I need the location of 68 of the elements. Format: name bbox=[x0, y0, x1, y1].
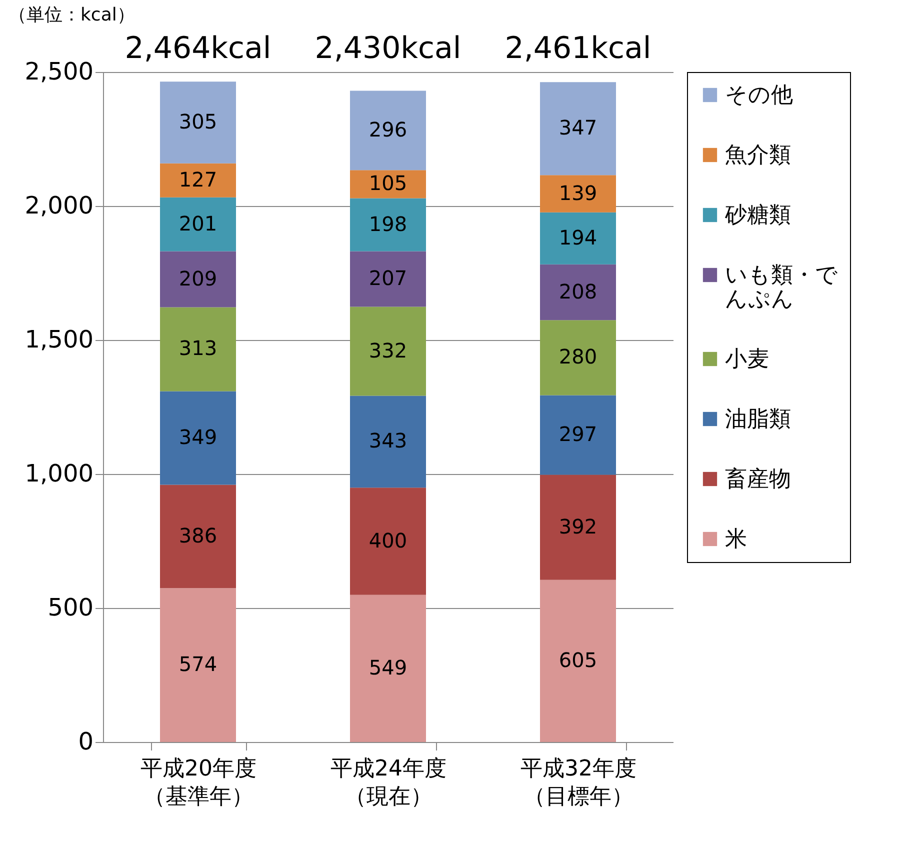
data-label: 343 bbox=[368, 428, 408, 453]
data-label: 386 bbox=[178, 523, 218, 548]
data-label: 313 bbox=[178, 336, 218, 360]
data-label: 347 bbox=[558, 116, 598, 140]
x-tick-label: 平成20年度（基準年） bbox=[140, 756, 256, 810]
legend-label: 米 bbox=[725, 527, 747, 552]
data-label: 209 bbox=[178, 266, 218, 290]
data-label: 207 bbox=[368, 266, 408, 290]
legend-label: 畜産物 bbox=[725, 467, 791, 492]
bar bbox=[160, 307, 236, 392]
legend-label: 魚介類 bbox=[725, 143, 791, 168]
x-tick-label: 平成32年度（目標年） bbox=[520, 756, 636, 810]
data-label: 392 bbox=[558, 514, 598, 538]
bar bbox=[350, 90, 426, 170]
bar bbox=[350, 251, 426, 307]
bar bbox=[540, 264, 616, 320]
total-label: 2,461kcal bbox=[504, 31, 652, 66]
data-label: 605 bbox=[558, 648, 598, 672]
data-label: 194 bbox=[558, 225, 598, 250]
y-tick-label: 1,000 bbox=[24, 460, 94, 488]
bar bbox=[540, 580, 616, 742]
total-label: 2,464kcal bbox=[124, 31, 272, 66]
legend-label: その他 bbox=[725, 83, 793, 108]
data-label: 198 bbox=[368, 212, 408, 236]
bar bbox=[540, 320, 616, 396]
data-label: 349 bbox=[178, 424, 218, 449]
bar bbox=[160, 82, 236, 164]
bar bbox=[160, 588, 236, 742]
legend-label: 小麦 bbox=[725, 347, 769, 372]
data-label: 549 bbox=[368, 655, 408, 680]
data-label: 574 bbox=[178, 652, 218, 676]
x-tick-label: 平成24年度（現在） bbox=[330, 756, 446, 810]
legend-label: 砂糖類 bbox=[724, 203, 791, 228]
bar bbox=[160, 197, 236, 252]
legend-label: 油脂類 bbox=[725, 407, 791, 432]
bar bbox=[540, 474, 616, 580]
bar bbox=[350, 396, 426, 488]
data-label: 127 bbox=[178, 167, 218, 192]
bar bbox=[350, 306, 426, 396]
data-label: 305 bbox=[178, 110, 218, 134]
legend-label: いも類・でんぷん bbox=[725, 263, 838, 312]
data-label: 332 bbox=[368, 338, 408, 362]
bar bbox=[540, 212, 616, 264]
bar bbox=[160, 163, 236, 198]
bar bbox=[540, 82, 616, 176]
data-label: 208 bbox=[558, 279, 598, 304]
bar bbox=[350, 198, 426, 252]
data-label: 105 bbox=[368, 171, 408, 196]
y-tick-label: 2,000 bbox=[24, 192, 94, 220]
data-label: 139 bbox=[558, 180, 598, 205]
y-tick-label: 1,500 bbox=[24, 326, 94, 354]
y-tick-label: 2,500 bbox=[24, 58, 94, 86]
bar bbox=[350, 488, 426, 595]
bar bbox=[540, 395, 616, 475]
data-label: 400 bbox=[368, 528, 408, 552]
bar bbox=[160, 484, 236, 588]
total-label: 2,430kcal bbox=[314, 31, 462, 66]
bar bbox=[160, 391, 236, 485]
y-tick-label: 500 bbox=[48, 594, 94, 622]
data-label: 296 bbox=[368, 117, 408, 142]
data-label: 297 bbox=[558, 422, 598, 446]
data-label: 280 bbox=[558, 344, 598, 369]
bar bbox=[350, 594, 426, 742]
y-axis-title: （単位：kcal） bbox=[8, 4, 135, 26]
bar bbox=[160, 251, 236, 308]
bar bbox=[540, 175, 616, 212]
y-tick-label: 0 bbox=[78, 728, 94, 756]
data-label: 201 bbox=[178, 211, 218, 236]
